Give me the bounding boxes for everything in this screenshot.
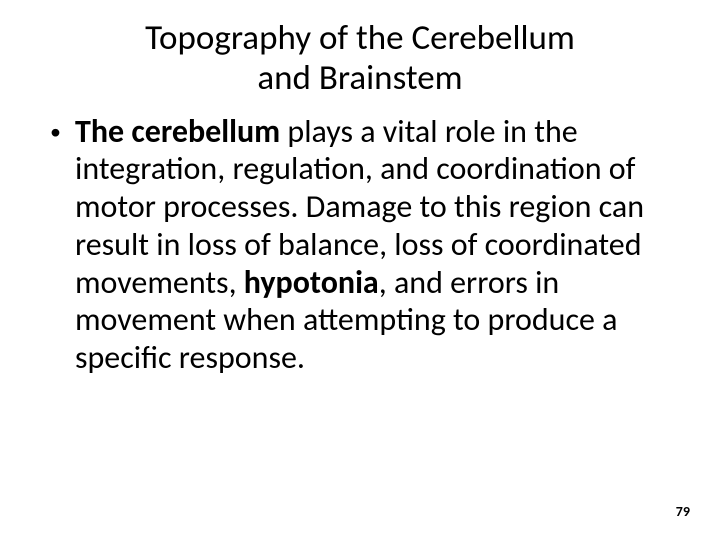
title-line-2: and Brainstem: [257, 57, 462, 99]
slide-title: Topography of the Cerebellum and Brainst…: [40, 18, 680, 99]
bold-term-hypotonia: hypotonia: [244, 263, 379, 302]
page-number: 79: [676, 503, 690, 520]
slide: Topography of the Cerebellum and Brainst…: [0, 0, 720, 540]
bullet-text: The cerebellum plays a vital role in the…: [75, 113, 680, 377]
bullet-item: • The cerebellum plays a vital role in t…: [48, 113, 680, 377]
slide-body: • The cerebellum plays a vital role in t…: [40, 113, 680, 377]
bold-term-cerebellum: The cerebellum: [75, 112, 280, 151]
bullet-dot-icon: •: [50, 113, 61, 151]
title-line-1: Topography of the Cerebellum: [145, 17, 575, 59]
